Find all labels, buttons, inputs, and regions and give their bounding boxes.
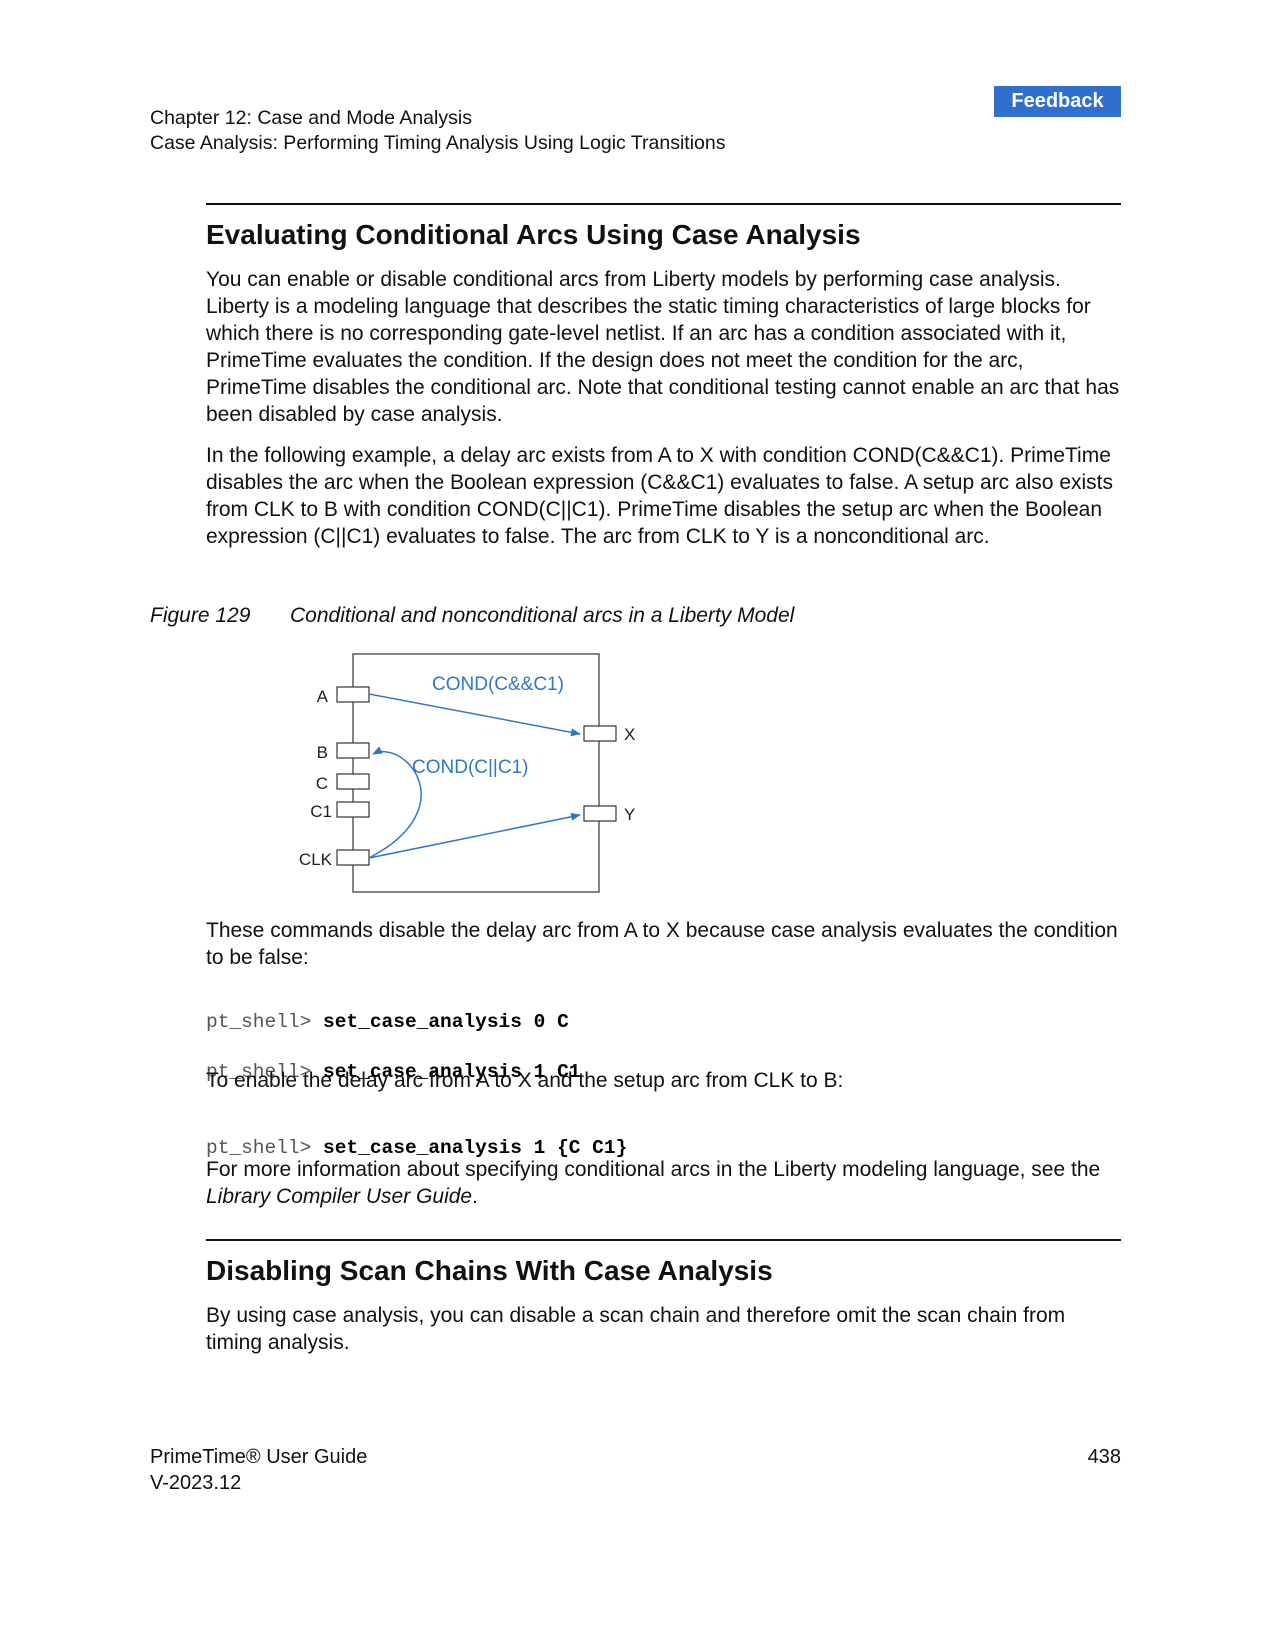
chapter-title: Chapter 12: Case and Mode Analysis [150,107,472,129]
arc-clk-to-b [368,746,422,859]
feedback-button[interactable]: Feedback [994,86,1121,117]
figure-caption: Figure 129 Conditional and nonconditional… [150,602,794,629]
pin-label-y: Y [624,805,635,824]
arc-a-to-x [368,693,581,737]
pin-a-box [336,686,370,703]
pin-label-a: A [317,687,329,706]
body-paragraph: These commands disable the delay arc fro… [206,919,1118,969]
code-line: pt_shell> set_case_analysis 1 {C C1} [206,1136,627,1161]
cell-block [352,653,600,893]
shell-command: set_case_analysis 1 {C C1} [323,1137,628,1159]
pin-c-box [336,773,370,790]
body-paragraph: In the following example, a delay arc ex… [206,444,1113,548]
code-line: pt_shell> set_case_analysis 1 C1 [206,1060,580,1085]
pin-label-clk: CLK [299,850,333,869]
code-block: pt_shell> set_case_analysis 0 C pt_shell… [206,985,580,1110]
pin-b-box [336,742,370,759]
pin-label-x: X [624,725,635,744]
pin-clk-box [336,849,370,866]
section-heading: Disabling Scan Chains With Case Analysis [206,1255,773,1286]
more-info-text: For more information about specifying co… [206,1158,1101,1181]
body-paragraph: You can enable or disable conditional ar… [206,268,1120,426]
section-breadcrumb: Case Analysis: Performing Timing Analysi… [150,132,726,154]
section-divider [206,1239,1121,1241]
code-block: pt_shell> set_case_analysis 1 {C C1} [206,1111,627,1186]
arc-clk-to-y [368,812,581,859]
pin-label-c: C [316,774,328,793]
liberty-model-diagram: A B C C1 CLK X Y COND(C&&C1) COND(C||C1) [299,653,635,893]
shell-prompt: pt_shell> [206,1061,324,1083]
pin-x-box [583,725,617,742]
pin-label-c1: C1 [310,802,332,821]
footer-product: PrimeTime® User Guide [150,1446,368,1468]
shell-command: set_case_analysis 1 C1 [323,1061,581,1083]
shell-prompt: pt_shell> [206,1137,324,1159]
body-paragraph: To enable the delay arc from A to X and … [206,1069,844,1092]
shell-prompt: pt_shell> [206,1011,324,1033]
reference-title: Library Compiler User Guide [206,1185,473,1208]
body-paragraph: For more information about specifying co… [206,1156,1121,1210]
section-divider [206,203,1121,205]
more-info-end: . [472,1185,478,1208]
shell-command: set_case_analysis 0 C [323,1011,569,1033]
footer-version: V-2023.12 [150,1472,242,1494]
pin-label-b: B [317,743,328,762]
page-number: 438 [1087,1446,1121,1468]
arc-label-cond-or: COND(C||C1) [412,757,528,778]
code-line: pt_shell> set_case_analysis 0 C [206,1010,580,1035]
body-paragraph: By using case analysis, you can disable … [206,1304,1066,1354]
arc-label-cond-and: COND(C&&C1) [432,674,564,695]
pin-y-box [583,805,617,822]
section-heading: Evaluating Conditional Arcs Using Case A… [206,219,861,250]
figure-number: Figure 129 [150,604,251,627]
figure-caption-text: Conditional and nonconditional arcs in a… [290,604,795,627]
pin-c1-box [336,801,370,818]
